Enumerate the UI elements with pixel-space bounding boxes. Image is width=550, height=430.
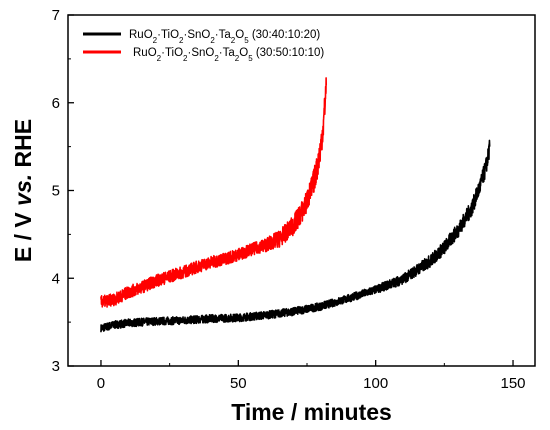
y-tick-label: 5 (52, 183, 60, 200)
legend-entry: RuO2·TiO2·SnO2·Ta2O5 (30:50:10:10) (133, 47, 324, 63)
axis-ticks: 0 50 100 150 3 4 5 6 7 (52, 7, 526, 392)
series-line-1 (100, 77, 328, 308)
x-tick-label: 0 (97, 375, 105, 392)
series-line-0 (100, 139, 491, 333)
plot-traces (100, 77, 491, 333)
x-tick-label: 50 (230, 375, 247, 392)
legend: RuO2·TiO2·SnO2·Ta2O5 (30:40:10:20) RuO2·T… (83, 29, 324, 63)
x-axis-label: Time / minutes (231, 399, 392, 425)
y-tick-label: 6 (52, 95, 60, 112)
y-tick-label: 3 (52, 358, 60, 375)
legend-entry: RuO2·TiO2·SnO2·Ta2O5 (30:40:10:20) (129, 29, 320, 45)
x-tick-label: 100 (363, 375, 388, 392)
x-tick-label: 150 (501, 375, 526, 392)
y-tick-label: 4 (52, 270, 60, 287)
y-tick-label: 7 (52, 7, 60, 24)
y-axis-label: E / V vs. RHE (10, 119, 36, 262)
